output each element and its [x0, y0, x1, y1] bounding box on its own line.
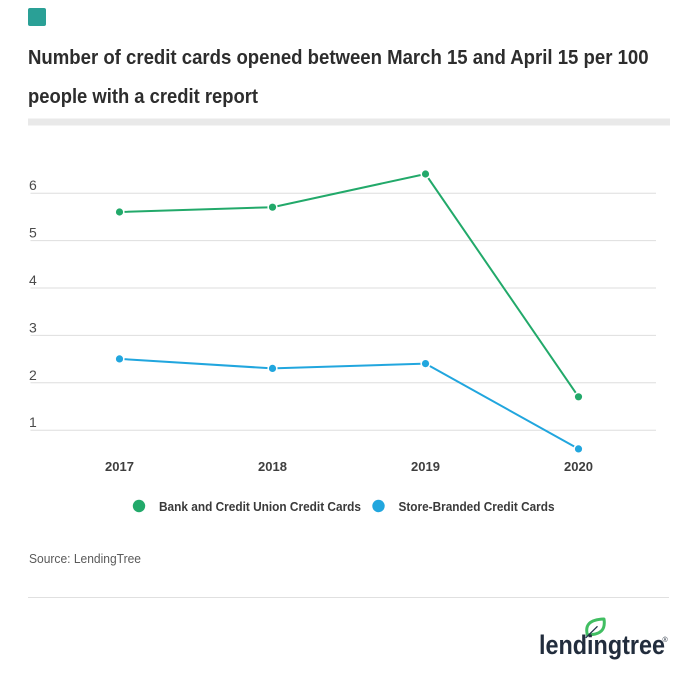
svg-text:1: 1	[29, 414, 37, 430]
svg-text:people with a credit report: people with a credit report	[28, 86, 258, 108]
svg-text:2: 2	[29, 367, 37, 383]
svg-text:Store-Branded Credit Cards: Store-Branded Credit Cards	[399, 499, 555, 514]
svg-text:5: 5	[29, 225, 37, 241]
svg-text:2017: 2017	[105, 459, 134, 474]
svg-text:Source: LendingTree: Source: LendingTree	[29, 551, 141, 566]
svg-text:4: 4	[29, 272, 37, 288]
svg-text:6: 6	[29, 177, 37, 193]
svg-text:2019: 2019	[411, 459, 440, 474]
svg-text:Number of credit cards opened: Number of credit cards opened between Ma…	[28, 47, 649, 69]
svg-text:3: 3	[29, 319, 37, 335]
svg-text:lendingtree: lendingtree	[539, 630, 665, 660]
svg-text:®: ®	[663, 636, 669, 644]
svg-text:2018: 2018	[258, 459, 287, 474]
svg-text:2020: 2020	[564, 459, 593, 474]
svg-text:Bank and Credit Union Credit C: Bank and Credit Union Credit Cards	[159, 499, 361, 514]
